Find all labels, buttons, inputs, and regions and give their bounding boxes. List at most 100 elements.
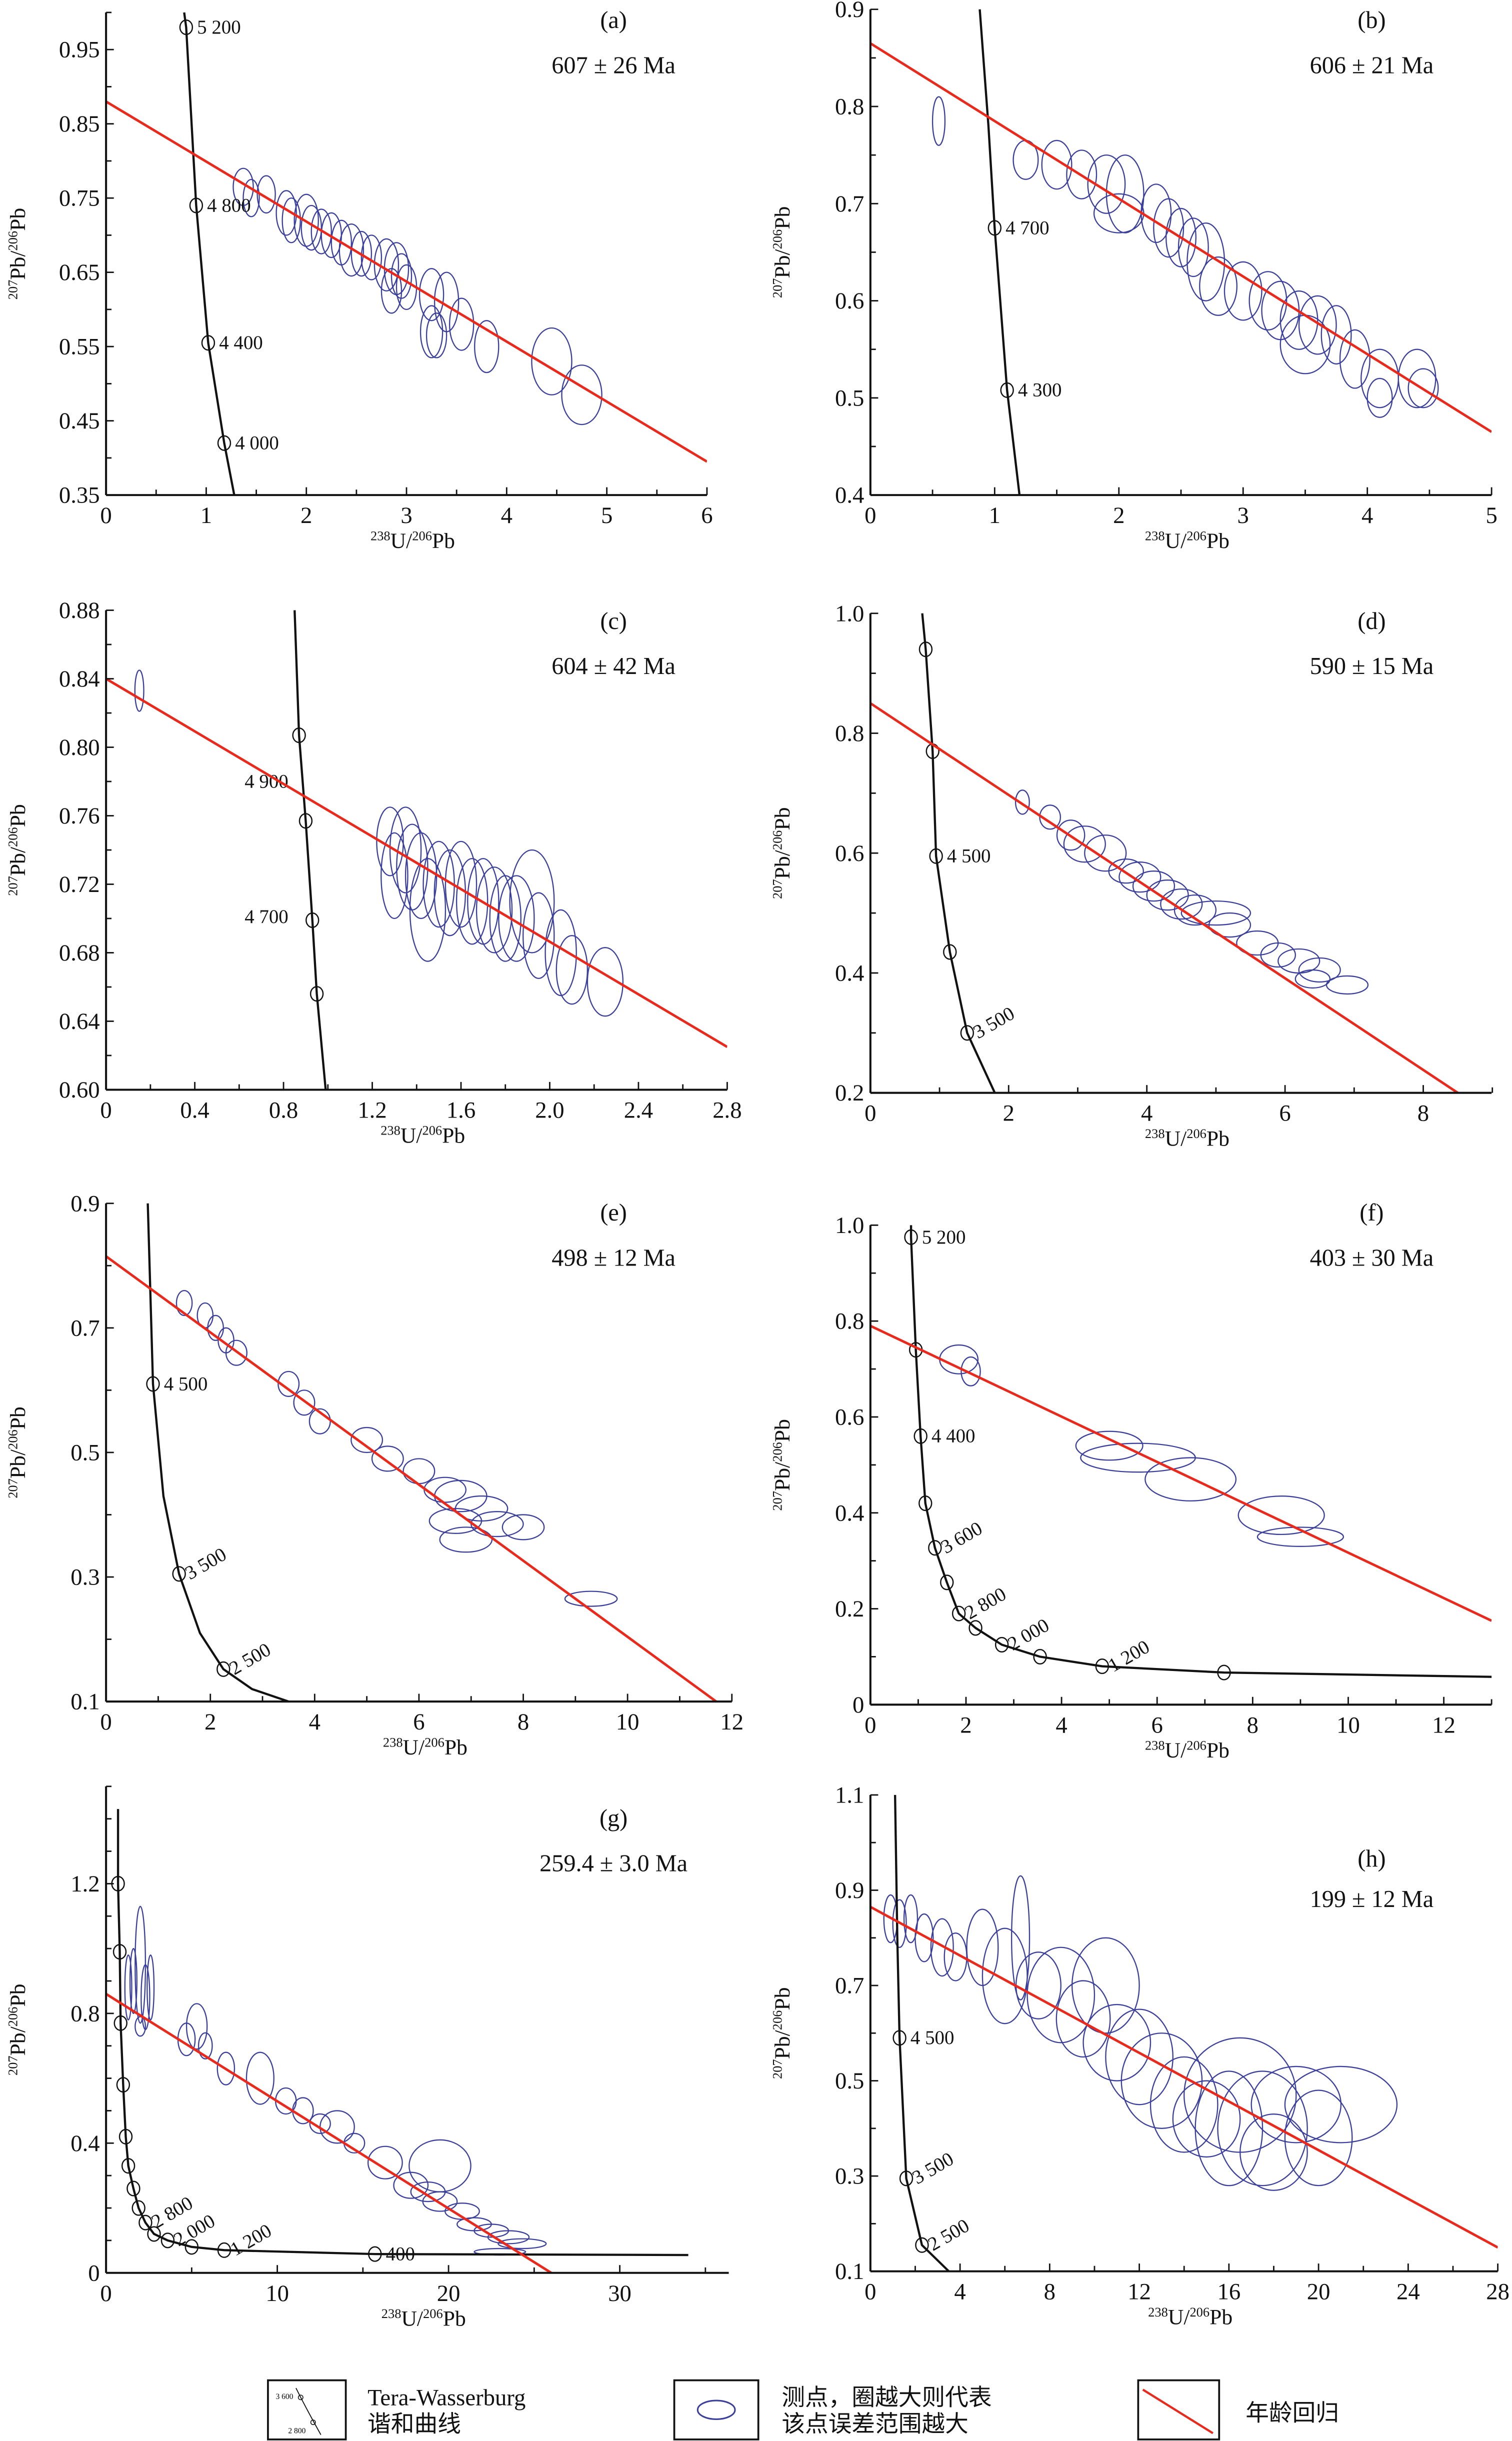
x-tick-label: 10 [266,2280,289,2306]
x-tick-label: 2.8 [712,1098,742,1124]
data-point-ellipse [310,208,332,254]
legend-label: 谐和曲线 [368,2411,461,2437]
data-point-ellipse [1172,2080,1241,2158]
age-regression-line [106,100,707,463]
data-point-ellipse [1298,295,1337,355]
concordia-curve [978,9,1021,496]
data-point-ellipse [371,1446,404,1472]
data-point-ellipse [586,947,624,1017]
superscript: 206 [770,830,784,850]
superscript: 206 [6,2007,20,2027]
data-point-ellipse [1071,1937,1140,2034]
y-axis-title: 207Pb/206Pb [770,206,794,298]
data-point-ellipse [1056,820,1086,851]
y-tick-label: 0 [852,1692,864,1718]
data-ellipses [124,1906,547,2256]
data-point-ellipse [1084,834,1127,872]
x-tick-label: 0 [864,502,876,528]
data-point-ellipse [448,298,474,351]
ellipse-icon [696,2400,736,2420]
icon-label: 3 600 [276,2392,293,2401]
concordia-age-marker [292,727,306,744]
data-ellipses [932,96,1439,418]
y-tick-label: 0.8 [70,2000,100,2026]
y-tick-label: 0.6 [835,1404,864,1430]
superscript: 206 [1186,528,1206,543]
superscript: 207 [770,278,784,298]
label-text: Pb [1206,529,1230,553]
data-point-ellipse [402,1458,436,1484]
superscript: 238 [1145,1126,1165,1141]
data-point-ellipse [1284,2090,1353,2186]
x-axis-title: 238U/206Pb [1145,528,1230,553]
y-tick-label: 0.65 [59,260,100,286]
data-point-ellipse [256,175,276,214]
x-tick-label: 10 [616,1709,640,1735]
data-point-ellipse [350,230,372,277]
concordia-age-marker [1217,1664,1231,1680]
data-point-ellipse [1105,2008,1174,2106]
concordia-age-marker [1033,1648,1047,1664]
superscript: 206 [770,2010,784,2030]
data-point-ellipse [1208,912,1252,938]
y-tick-label: 1.0 [835,1212,864,1238]
data-point-ellipse [278,1370,300,1397]
concordia-age-marker [184,2239,199,2255]
age-label: 403 ± 30 Ma [1310,1244,1434,1271]
concordia-age-marker [952,1606,966,1622]
concordia-age-label: 4 000 [235,432,279,454]
y-tick-label: 0.64 [59,1008,100,1034]
concordia-age-label: 4 500 [910,2027,954,2048]
y-tick-label: 0.45 [59,408,100,434]
x-tick-label: 0 [100,2280,112,2306]
label-text: Pb/ [770,850,794,879]
y-tick-label: 0.76 [59,803,100,829]
concordia-age-label: 3 600 [938,1518,986,1558]
data-point-ellipse [309,2113,331,2134]
concordia-age-label: 4 400 [932,1426,976,1447]
data-ellipses [176,1290,618,1607]
data-point-ellipse [389,806,422,894]
y-tick-label: 0.9 [835,0,864,22]
label-text: Pb [770,807,794,830]
panel-letter: (g) [600,1805,628,1832]
panel-b: 4 700 4 300 0 1 2 3 4 5 0.4 0.5 0.6 0.7 0.8 0.9 238U/2… [770,0,1497,553]
label-text: Pb [442,1124,465,1148]
concordia-curve-icon: 3 600 2 800 [276,2388,322,2435]
concordia-age-marker [918,642,933,658]
y-tick-label: 0.80 [59,734,100,760]
label-text: U/ [390,529,412,553]
x-tick-label: 2.0 [535,1098,564,1124]
superscript: 238 [1148,2304,1168,2320]
data-point-ellipse [434,849,466,936]
label-text: U/ [1168,2305,1190,2329]
concordia-curve [921,613,996,1094]
data-point-ellipse [960,1356,981,1386]
legend: 3 600 2 800 Tera-Wasserburg 谐和曲线 测点，圈越大则… [267,2379,1339,2440]
concordia-age-label: 5 200 [922,1226,966,1248]
panel-letter: (d) [1358,608,1386,634]
x-tick-label: 8 [1044,2279,1056,2305]
data-point-ellipse [1063,826,1106,863]
concordia-age-marker [928,1540,942,1556]
data-point-ellipse [1144,1457,1237,1502]
data-point-ellipse [1298,957,1341,983]
concordia-age-label: 1 200 [226,2220,275,2260]
data-point-ellipse [1366,378,1393,418]
label-text: Pb [6,1406,30,1430]
y-tick-label: 0.1 [835,2258,864,2284]
superscript: 207 [6,876,20,896]
x-tick-label: 8 [1247,1712,1258,1738]
legend-label: 年龄回归 [1246,2400,1339,2426]
label-text: U/ [1165,1127,1187,1151]
concordia-age-marker [179,20,194,36]
data-point-ellipse [456,858,488,945]
concordia-age-marker [1095,1658,1110,1674]
data-point-ellipse [1075,1430,1144,1461]
concordia-age-label: 3 500 [908,2148,957,2188]
data-point-ellipse [1217,2070,1308,2186]
x-tick-label: 12 [1432,1712,1456,1738]
y-tick-label: 0.75 [59,186,100,212]
concordia-age-marker [112,1944,127,1960]
